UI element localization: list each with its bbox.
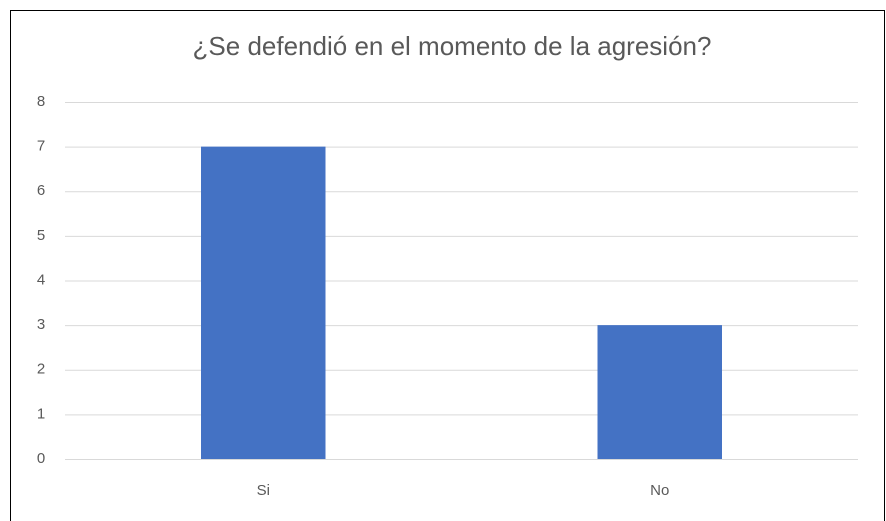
y-tick-label: 8 [37,93,45,110]
x-tick-label: No [650,482,669,499]
bar [200,146,326,459]
y-tick-label: 7 [37,138,45,155]
y-tick-label: 5 [37,227,45,244]
y-tick-label: 4 [37,271,45,288]
y-tick-label: 6 [37,182,45,199]
y-tick-label: 3 [37,316,45,333]
y-tick-label: 0 [37,450,45,467]
chart-title: ¿Se defendió en el momento de la agresió… [193,31,712,61]
chart-border [10,10,885,521]
x-tick-label: Si [257,482,270,499]
y-tick-label: 1 [37,405,45,422]
y-tick-label: 2 [37,361,45,378]
bar [597,325,723,459]
